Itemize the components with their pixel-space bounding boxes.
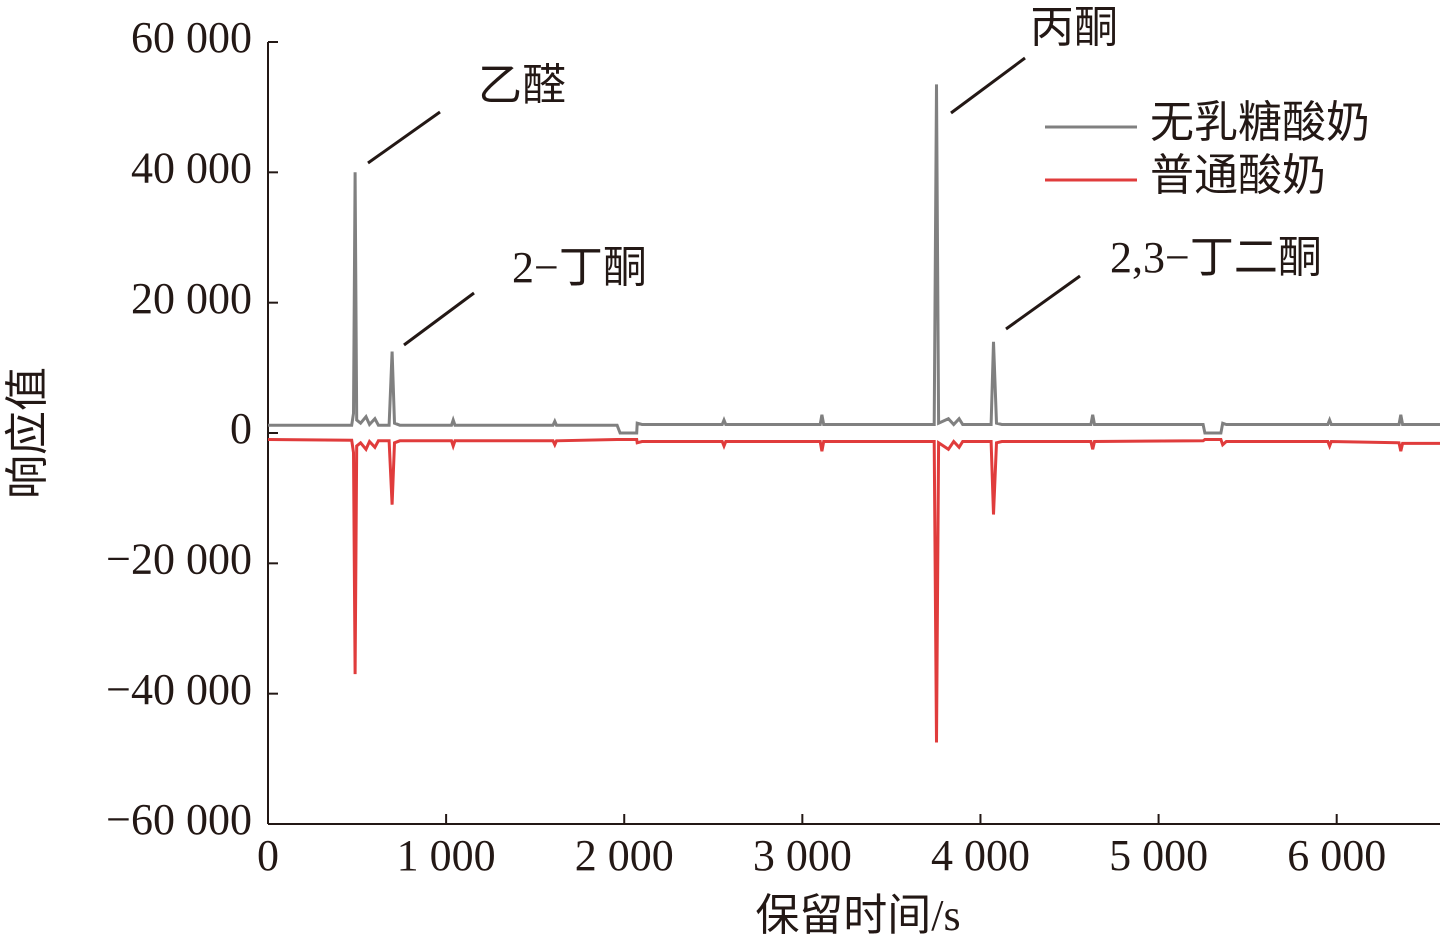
annotation-leader	[1005, 274, 1081, 331]
y-tick-label: −20 000	[106, 534, 252, 583]
annotation-leader	[950, 56, 1026, 115]
x-tick-label: 0	[257, 831, 279, 880]
x-tick-label: 5 000	[1109, 831, 1208, 880]
x-tick-label: 4 000	[931, 831, 1030, 880]
line-series	[267, 438, 1440, 743]
y-tick-label: 60 000	[131, 13, 252, 62]
annotation-leader	[403, 291, 475, 347]
y-tick-label: −40 000	[106, 665, 252, 714]
legend-label: 无乳糖酸奶	[1150, 98, 1370, 147]
y-tick-label: −60 000	[106, 795, 252, 844]
line-series	[268, 84, 1440, 435]
y-tick-label: 20 000	[131, 274, 252, 323]
annotation-text: 乙醛	[478, 61, 566, 110]
x-axis-label: 保留时间/s	[755, 891, 960, 940]
annotation-text: 丙酮	[1030, 3, 1118, 52]
y-tick-label: 0	[230, 404, 252, 453]
annotation-text: 2,3−丁二酮	[1110, 233, 1322, 282]
annotation-leader	[367, 110, 441, 165]
x-tick-label: 1 000	[397, 831, 496, 880]
annotation-text: 2−丁酮	[512, 243, 647, 292]
x-tick-label: 2 000	[575, 831, 674, 880]
legend-label: 普通酸奶	[1150, 151, 1326, 200]
y-axis-label: 响应值	[3, 367, 52, 499]
x-tick-label: 6 000	[1287, 831, 1386, 880]
x-tick-label: 3 000	[753, 831, 852, 880]
y-tick-label: 40 000	[131, 143, 252, 192]
